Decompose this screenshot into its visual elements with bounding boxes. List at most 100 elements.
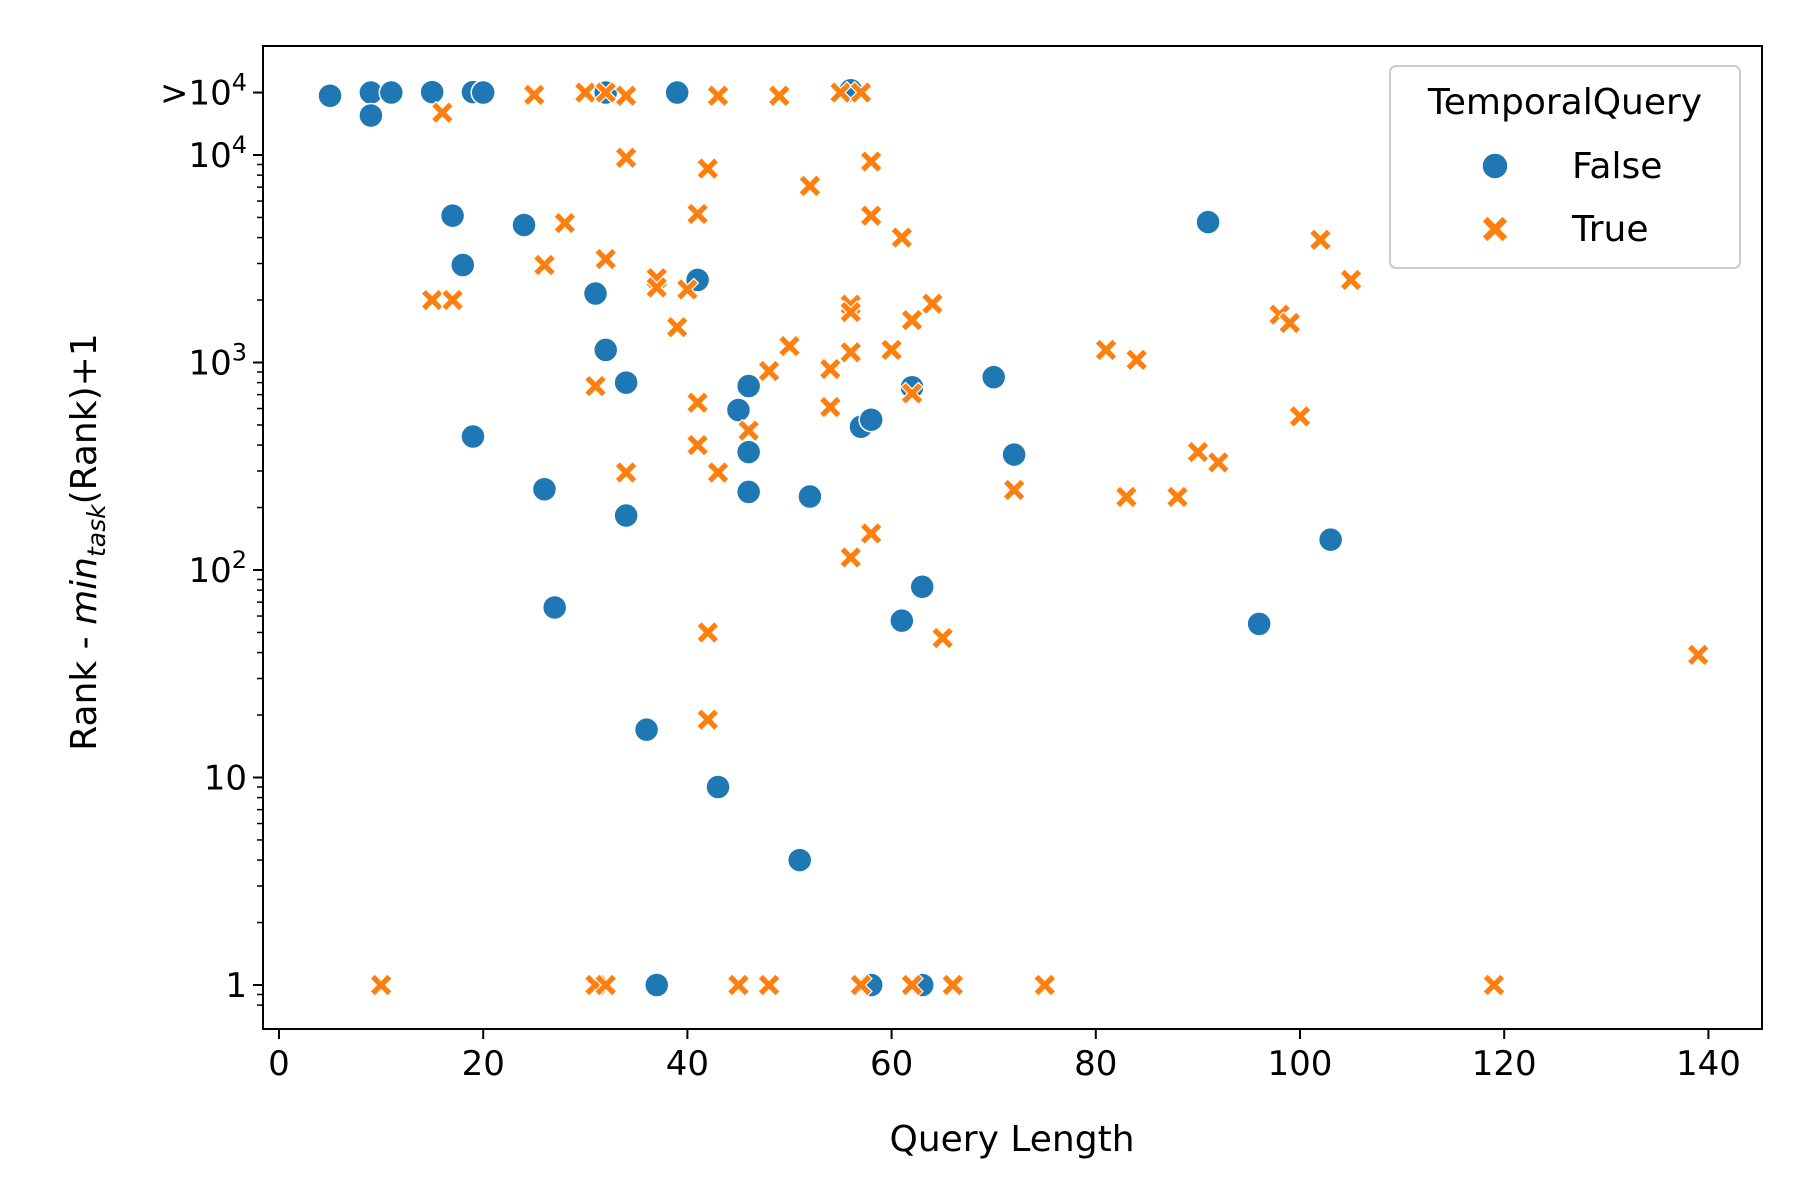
y-tick-label: 1 <box>225 966 247 1006</box>
data-point-false <box>460 423 486 450</box>
data-point-true <box>767 83 792 108</box>
data-point-true <box>706 83 730 108</box>
data-point-true <box>614 83 638 108</box>
data-point-true <box>685 433 710 457</box>
data-point-true <box>1165 485 1190 509</box>
y-tick-label: 104 <box>188 131 247 176</box>
data-point-true <box>706 460 730 485</box>
y-axis-title-subscript: task <box>82 503 111 557</box>
legend-marker-circle <box>1481 152 1509 180</box>
data-point-true <box>798 174 822 198</box>
data-point-false <box>899 374 925 400</box>
y-axis-title-italic: min <box>64 557 105 625</box>
x-axis-title: Query Length <box>889 1119 1134 1160</box>
data-point-false <box>358 102 384 129</box>
y-tick-label: 103 <box>188 339 247 384</box>
legend-title: TemporalQuery <box>1427 82 1702 123</box>
data-point-true <box>1124 347 1149 372</box>
x-tick-label: 20 <box>462 1044 505 1084</box>
data-point-true <box>859 203 884 228</box>
data-point-true <box>757 973 781 997</box>
data-point-true <box>685 202 710 226</box>
data-point-true <box>838 340 863 365</box>
data-point-true <box>1339 268 1363 292</box>
y-tick-exponent: 3 <box>232 339 247 367</box>
legend-label-true: True <box>1571 209 1648 250</box>
data-point-false <box>858 406 884 433</box>
legend-marker-x <box>1481 215 1509 243</box>
data-point-true <box>941 973 965 997</box>
data-point-true <box>593 973 618 997</box>
legend-box <box>1389 65 1741 269</box>
data-point-true <box>1114 485 1139 509</box>
y-axis-title-pre: Rank - <box>64 625 105 751</box>
data-point-true <box>1308 228 1333 252</box>
data-point-true <box>1094 338 1118 362</box>
data-point-false <box>439 202 466 229</box>
data-point-true <box>665 315 690 340</box>
data-point-true <box>369 973 393 997</box>
data-point-true <box>930 626 955 650</box>
y-tick-label: 102 <box>188 546 247 591</box>
data-point-true <box>1288 404 1312 429</box>
data-point-true <box>532 253 557 277</box>
y-tick-label: >104 <box>160 69 247 114</box>
data-point-true <box>889 225 914 250</box>
data-point-false <box>705 774 731 800</box>
data-point-true <box>736 418 761 443</box>
data-point-true <box>593 80 618 105</box>
data-point-true <box>818 357 843 381</box>
data-point-false <box>531 476 558 502</box>
x-axis: 0 20 40 60 80 100 120 140 <box>268 1029 1741 1084</box>
data-point-true <box>675 277 700 302</box>
data-point-true <box>614 145 638 170</box>
y-tick-exponent: 2 <box>232 546 247 574</box>
data-point-true <box>726 973 751 997</box>
data-point-true <box>920 291 945 316</box>
data-point-false <box>735 439 762 465</box>
data-point-false <box>582 280 609 307</box>
data-point-true <box>1482 973 1506 997</box>
x-tick-label: 60 <box>870 1044 913 1084</box>
data-point-false <box>735 373 762 399</box>
y-tick-exponent: 4 <box>232 69 247 97</box>
data-point-true <box>828 80 853 105</box>
data-point-true <box>777 334 802 358</box>
data-point-true <box>1277 311 1302 335</box>
x-tick-label: 100 <box>1268 1044 1333 1084</box>
data-point-false <box>633 716 660 743</box>
data-point-false <box>980 364 1007 390</box>
data-point-true <box>1206 450 1231 475</box>
data-point-true <box>849 973 873 997</box>
data-point-true <box>583 374 608 398</box>
data-point-true <box>900 308 924 332</box>
data-point-false <box>1001 441 1027 468</box>
y-tick-exponent: 4 <box>232 131 247 159</box>
data-point-true <box>838 300 863 324</box>
data-point-false <box>419 79 445 105</box>
data-point-true <box>614 460 638 485</box>
y-tick-base: 1 <box>225 966 247 1006</box>
y-tick-label: 10 <box>204 759 247 799</box>
data-point-true <box>440 288 465 312</box>
data-point-true <box>685 390 710 415</box>
data-point-false <box>613 369 639 396</box>
data-point-true <box>859 149 884 174</box>
data-point-false <box>541 594 568 621</box>
data-point-false <box>725 397 752 423</box>
data-point-true <box>1032 973 1057 997</box>
data-point-true <box>849 80 873 105</box>
x-tick-label: 0 <box>268 1044 290 1084</box>
data-point-false <box>909 574 935 600</box>
data-point-true <box>900 381 924 406</box>
legend-item-true: True <box>1481 209 1648 250</box>
y-axis-title-post: (Rank)+1 <box>64 333 105 504</box>
data-points <box>317 77 1711 998</box>
y-tick-base: 10 <box>188 551 231 591</box>
data-point-false <box>797 483 823 510</box>
data-point-true <box>644 275 669 300</box>
data-point-false <box>644 972 670 998</box>
data-point-false <box>450 252 476 278</box>
